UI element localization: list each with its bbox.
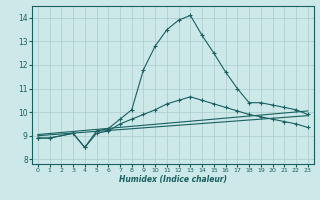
X-axis label: Humidex (Indice chaleur): Humidex (Indice chaleur) (119, 175, 227, 184)
